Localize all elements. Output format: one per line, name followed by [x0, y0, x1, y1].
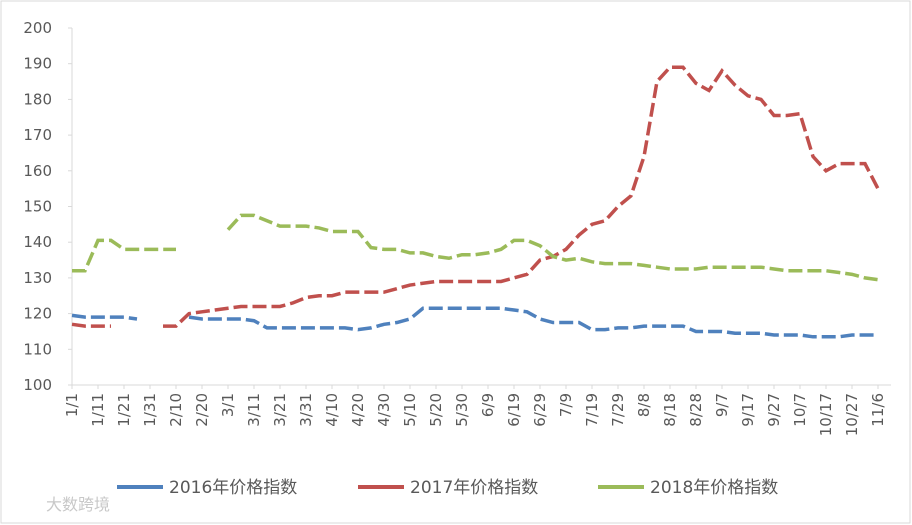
x-tick-label: 1/11	[89, 393, 107, 427]
y-tick-label: 190	[23, 55, 52, 73]
y-tick-label: 170	[23, 126, 52, 144]
x-tick-label: 10/7	[791, 393, 809, 427]
legend-label: 2018年价格指数	[650, 478, 778, 498]
y-tick-label: 150	[23, 198, 52, 216]
series-line	[71, 65, 880, 328]
x-tick-label: 8/8	[635, 393, 653, 417]
watermark: 大数跨境	[46, 495, 110, 514]
x-tick-label: 3/31	[297, 393, 315, 427]
y-tick-label: 200	[23, 19, 52, 37]
x-tick-label: 1/31	[141, 393, 159, 427]
x-tick-label: 4/20	[349, 393, 367, 427]
x-tick-label: 2/10	[167, 393, 185, 427]
x-tick-label: 5/20	[427, 393, 445, 427]
x-tick-label: 7/19	[583, 393, 601, 427]
x-tick-label: 10/17	[817, 393, 835, 436]
x-tick-label: 3/1	[219, 393, 237, 417]
x-tick-label: 6/9	[479, 393, 497, 417]
legend: 2016年价格指数 2017年价格指数 2018年价格指数	[117, 478, 778, 498]
series-line	[72, 213, 879, 282]
y-tick-label: 100	[23, 376, 52, 394]
x-tick-label: 4/10	[323, 393, 341, 427]
y-tick-label: 120	[23, 305, 52, 323]
x-tick-label: 5/30	[453, 393, 471, 427]
x-tick-label: 11/6	[869, 393, 887, 427]
x-tick-label: 2/20	[193, 393, 211, 427]
x-tick-label: 8/28	[687, 393, 705, 427]
y-tick-label: 140	[23, 233, 52, 251]
x-tick-label: 1/21	[115, 393, 133, 427]
x-tick-label: 9/7	[713, 393, 731, 417]
x-tick-label: 7/9	[557, 393, 575, 417]
x-tick-label: 5/10	[401, 393, 419, 427]
x-tick-label: 6/19	[505, 393, 523, 427]
x-tick-label: 6/29	[531, 393, 549, 427]
y-tick-label: 130	[23, 269, 52, 287]
x-tick-label: 10/27	[843, 393, 861, 436]
x-tick-label: 4/30	[375, 393, 393, 427]
legend-label: 2016年价格指数	[169, 478, 297, 498]
legend-label: 2017年价格指数	[410, 478, 538, 498]
x-tick-label: 9/17	[739, 393, 757, 427]
x-tick-label: 9/27	[765, 393, 783, 427]
series-line	[71, 306, 878, 339]
x-tick-label: 3/11	[245, 393, 263, 427]
x-tick-label: 1/1	[63, 393, 81, 417]
y-tick-label: 160	[23, 162, 52, 180]
y-tick-label: 180	[23, 90, 52, 108]
x-tick-label: 7/29	[609, 393, 627, 427]
x-tick-label: 3/21	[271, 393, 289, 427]
y-tick-label: 110	[23, 340, 52, 358]
x-tick-label: 8/18	[661, 393, 679, 427]
